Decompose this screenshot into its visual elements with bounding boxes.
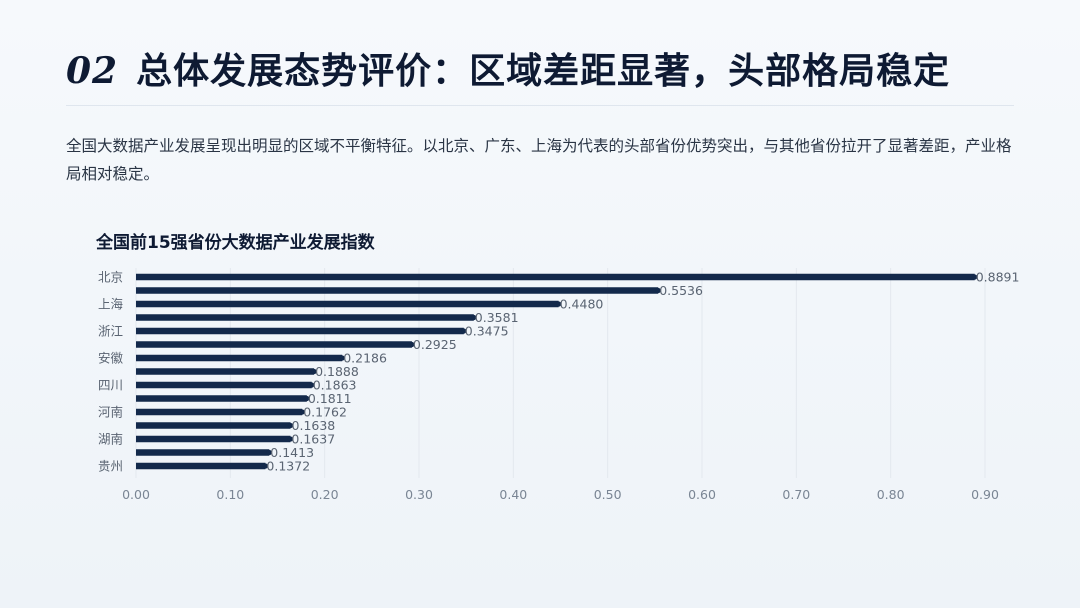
value-label: 0.1638	[292, 418, 336, 433]
bar-end-dot	[311, 368, 317, 375]
category-label: 上海	[98, 297, 124, 312]
value-label: 0.1372	[266, 459, 310, 474]
category-label: 浙江	[98, 324, 123, 339]
value-label: 0.1413	[270, 445, 314, 460]
value-label: 0.1762	[303, 405, 347, 420]
category-label: 安徽	[98, 351, 124, 366]
bar	[136, 422, 291, 429]
category-label: 贵州	[98, 459, 123, 474]
bar	[136, 341, 412, 348]
bar	[136, 395, 307, 402]
value-label: 0.4480	[560, 297, 604, 312]
bar-end-dot	[339, 355, 345, 361]
bar-end-dot	[556, 301, 562, 307]
bar	[136, 314, 474, 321]
bar-end-dot	[287, 422, 294, 429]
x-tick-label: 0.60	[688, 487, 716, 502]
value-label: 0.2925	[413, 337, 457, 352]
title-divider	[66, 105, 1014, 106]
x-tick-label: 0.00	[122, 487, 150, 502]
bar-end-dot	[972, 274, 978, 280]
bar	[136, 287, 659, 294]
value-label: 0.3475	[465, 324, 509, 339]
value-label: 0.8891	[976, 270, 1020, 285]
value-label: 0.1811	[308, 391, 352, 406]
bar	[136, 354, 343, 362]
x-tick-label: 0.40	[499, 487, 527, 502]
bar	[136, 381, 312, 389]
bar-end-dot	[309, 382, 315, 388]
x-tick-label: 0.80	[877, 487, 905, 502]
value-label: 0.3581	[475, 310, 519, 325]
bar	[136, 408, 303, 416]
value-label: 0.1637	[291, 432, 335, 447]
value-label: 0.1863	[313, 378, 357, 393]
x-tick-label: 0.50	[594, 487, 622, 502]
x-tick-label: 0.20	[311, 487, 339, 502]
slide-title: 02 总体发展态势评价：区域差距显著，头部格局稳定	[66, 46, 950, 97]
bar	[136, 435, 291, 443]
category-label: 河南	[98, 405, 123, 420]
x-tick-label: 0.10	[216, 487, 244, 502]
bar	[136, 273, 975, 281]
bar-end-dot	[262, 463, 269, 469]
bar-end-dot	[266, 449, 272, 456]
x-tick-label: 0.90	[971, 487, 999, 502]
category-label: 湖南	[98, 432, 123, 447]
bar-end-dot	[299, 409, 305, 415]
bar-end-dot	[655, 287, 661, 294]
bar	[136, 462, 266, 470]
bar	[136, 449, 270, 456]
chart-title: 全国前15强省份大数据产业发展指数	[96, 233, 375, 253]
bar-end-dot	[461, 328, 467, 334]
value-label: 0.2186	[343, 351, 387, 366]
x-tick-label: 0.30	[405, 487, 433, 502]
category-label: 北京	[98, 270, 123, 285]
slide-heading: 总体发展态势评价：区域差距显著，头部格局稳定	[136, 51, 951, 92]
value-label: 0.5536	[659, 283, 703, 298]
bar-end-dot	[471, 314, 477, 321]
bar	[136, 368, 315, 375]
bar-end-dot	[409, 341, 415, 348]
x-tick-label: 0.70	[782, 487, 810, 502]
bar-end-dot	[287, 436, 294, 442]
bar-end-dot	[304, 395, 310, 402]
summary-text: 全国大数据产业发展呈现出明显的区域不平衡特征。以北京、广东、上海为代表的头部省份…	[66, 137, 1012, 183]
bar	[136, 327, 464, 335]
category-label: 四川	[98, 378, 123, 393]
bar	[136, 300, 559, 308]
value-label: 0.1888	[315, 364, 359, 379]
section-number: 02	[66, 50, 119, 92]
